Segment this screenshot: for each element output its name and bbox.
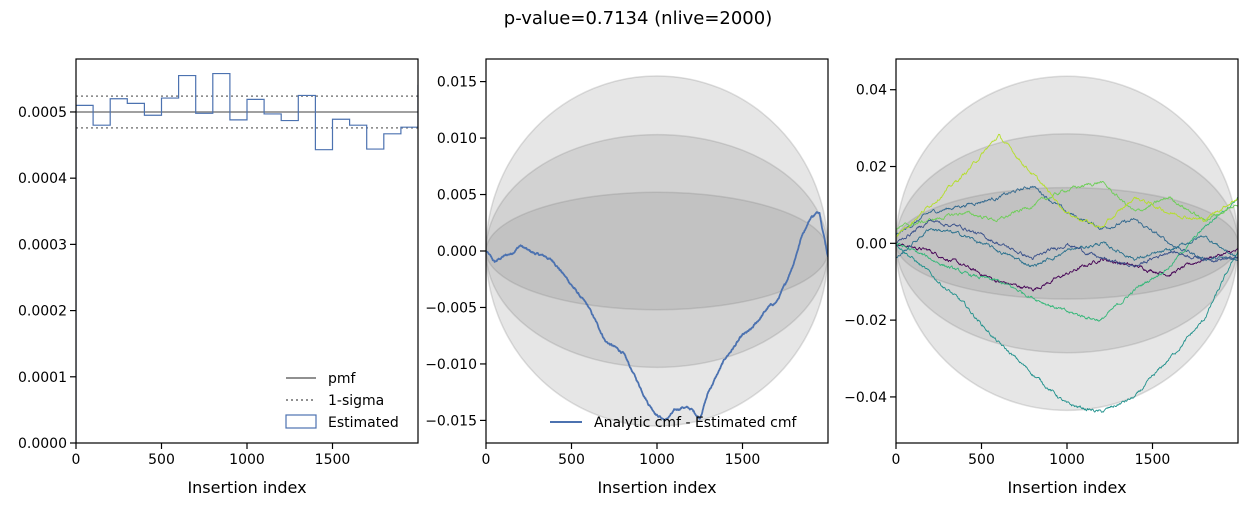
cmf-runs-panel: 0 500 1000 1500 −0.04 −0.02 0.00 0.02 0.04 Insert… bbox=[844, 58, 1239, 497]
x-axis-label: Insertion index bbox=[1007, 478, 1126, 497]
legend-label: pmf bbox=[328, 371, 357, 387]
series-line-5 bbox=[896, 181, 1238, 230]
x-tick-label: 500 bbox=[148, 452, 175, 468]
x-tick-label: 1000 bbox=[639, 452, 675, 468]
y-tick-label: −0.005 bbox=[425, 300, 477, 316]
estimated-histogram bbox=[76, 72, 418, 443]
y-tick-label: 0.0003 bbox=[18, 237, 67, 253]
y-tick-label: −0.015 bbox=[425, 413, 477, 429]
legend-label: Analytic cmf - Estimated cmf bbox=[594, 415, 797, 431]
y-tick-label: 0.00 bbox=[856, 236, 887, 252]
series-line-6 bbox=[896, 133, 1238, 238]
x-tick-label: 0 bbox=[892, 452, 901, 468]
plot-area bbox=[76, 72, 418, 443]
x-tick-label: 0 bbox=[482, 452, 491, 468]
sigma-band-1 bbox=[486, 75, 828, 427]
y-tick-label: 0.005 bbox=[437, 188, 477, 204]
plot-area bbox=[486, 75, 828, 427]
cmf-difference-panel: 0 500 1000 1500 −0.015 −0.010 −0.005 0.000 0.005… bbox=[425, 58, 829, 497]
y-tick-label: 0.0004 bbox=[18, 171, 67, 187]
legend-label: 1-sigma bbox=[328, 393, 384, 409]
series-line-7 bbox=[896, 228, 1238, 268]
y-tick-label: −0.04 bbox=[844, 390, 887, 406]
y-tick-label: −0.02 bbox=[844, 313, 887, 329]
x-tick-label: 1000 bbox=[229, 452, 265, 468]
series-line-3 bbox=[896, 243, 1238, 413]
series-line-8 bbox=[896, 219, 1238, 268]
y-tick-label: 0.0005 bbox=[18, 105, 67, 121]
x-tick-label: 500 bbox=[968, 452, 995, 468]
sigma-band-1 bbox=[896, 75, 1238, 412]
y-tick-label: 0.0000 bbox=[18, 436, 67, 452]
x-tick-label: 500 bbox=[558, 452, 585, 468]
legend-label: Estimated bbox=[328, 415, 399, 431]
sigma-band-3 bbox=[486, 191, 828, 311]
plot-area bbox=[896, 75, 1238, 413]
x-tick-label: 1500 bbox=[725, 452, 761, 468]
x-axis-label: Insertion index bbox=[187, 478, 306, 497]
legend-swatch-estimated bbox=[285, 414, 317, 429]
series-line-4 bbox=[896, 196, 1238, 322]
sigma-band-2 bbox=[486, 133, 828, 369]
y-tick-label: −0.010 bbox=[425, 357, 477, 373]
x-tick-label: 1000 bbox=[1049, 452, 1085, 468]
y-tick-label: 0.04 bbox=[856, 83, 887, 99]
series-line-1 bbox=[896, 243, 1238, 292]
y-tick-label: 0.02 bbox=[856, 160, 887, 176]
y-tick-label: 0.015 bbox=[437, 75, 477, 91]
x-tick-label: 1500 bbox=[315, 452, 351, 468]
y-tick-label: 0.0002 bbox=[18, 304, 67, 320]
x-axis-label: Insertion index bbox=[597, 478, 716, 497]
y-tick-label: 0.0001 bbox=[18, 370, 67, 386]
x-tick-label: 1500 bbox=[1135, 452, 1171, 468]
series-line-1 bbox=[486, 211, 828, 422]
x-tick-label: 0 bbox=[72, 452, 81, 468]
pmf-panel: 0 500 1000 1500 0.0000 0.0001 0.0002 0.0003 0.00… bbox=[18, 58, 419, 497]
y-tick-label: 0.010 bbox=[437, 131, 477, 147]
figure-title: p-value=0.7134 (nlive=2000) bbox=[504, 8, 772, 29]
sigma-band-2 bbox=[896, 133, 1238, 354]
y-tick-label: 0.000 bbox=[437, 244, 477, 260]
